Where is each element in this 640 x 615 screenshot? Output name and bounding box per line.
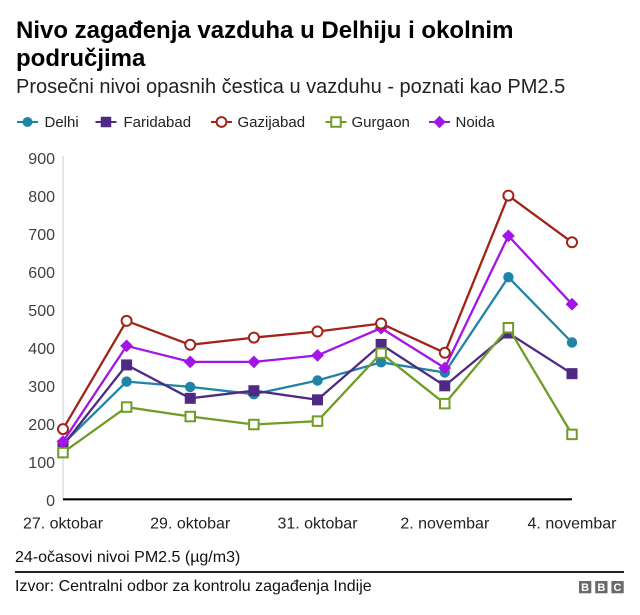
- svg-text:Noida: Noida: [456, 114, 496, 131]
- svg-text:100: 100: [28, 455, 55, 472]
- svg-text:700: 700: [28, 227, 55, 244]
- svg-text:800: 800: [28, 189, 55, 206]
- svg-text:2. novembar: 2. novembar: [400, 515, 490, 532]
- svg-text:400: 400: [28, 341, 55, 358]
- svg-text:0: 0: [46, 493, 55, 510]
- svg-text:B: B: [597, 582, 605, 594]
- svg-text:600: 600: [28, 265, 55, 282]
- svg-text:Delhi: Delhi: [45, 114, 79, 131]
- svg-text:29. oktobar: 29. oktobar: [150, 515, 231, 532]
- svg-text:900: 900: [28, 151, 55, 168]
- svg-text:200: 200: [28, 417, 55, 434]
- svg-text:31. oktobar: 31. oktobar: [277, 515, 358, 532]
- svg-text:B: B: [581, 582, 589, 594]
- svg-text:Gazijabad: Gazijabad: [238, 114, 306, 131]
- svg-text:300: 300: [28, 379, 55, 396]
- svg-text:C: C: [614, 582, 622, 594]
- svg-text:Gurgaon: Gurgaon: [352, 114, 410, 131]
- svg-text:500: 500: [28, 303, 55, 320]
- svg-text:4. novembar: 4. novembar: [528, 515, 618, 532]
- svg-text:27. oktobar: 27. oktobar: [23, 515, 104, 532]
- svg-text:Faridabad: Faridabad: [124, 114, 192, 131]
